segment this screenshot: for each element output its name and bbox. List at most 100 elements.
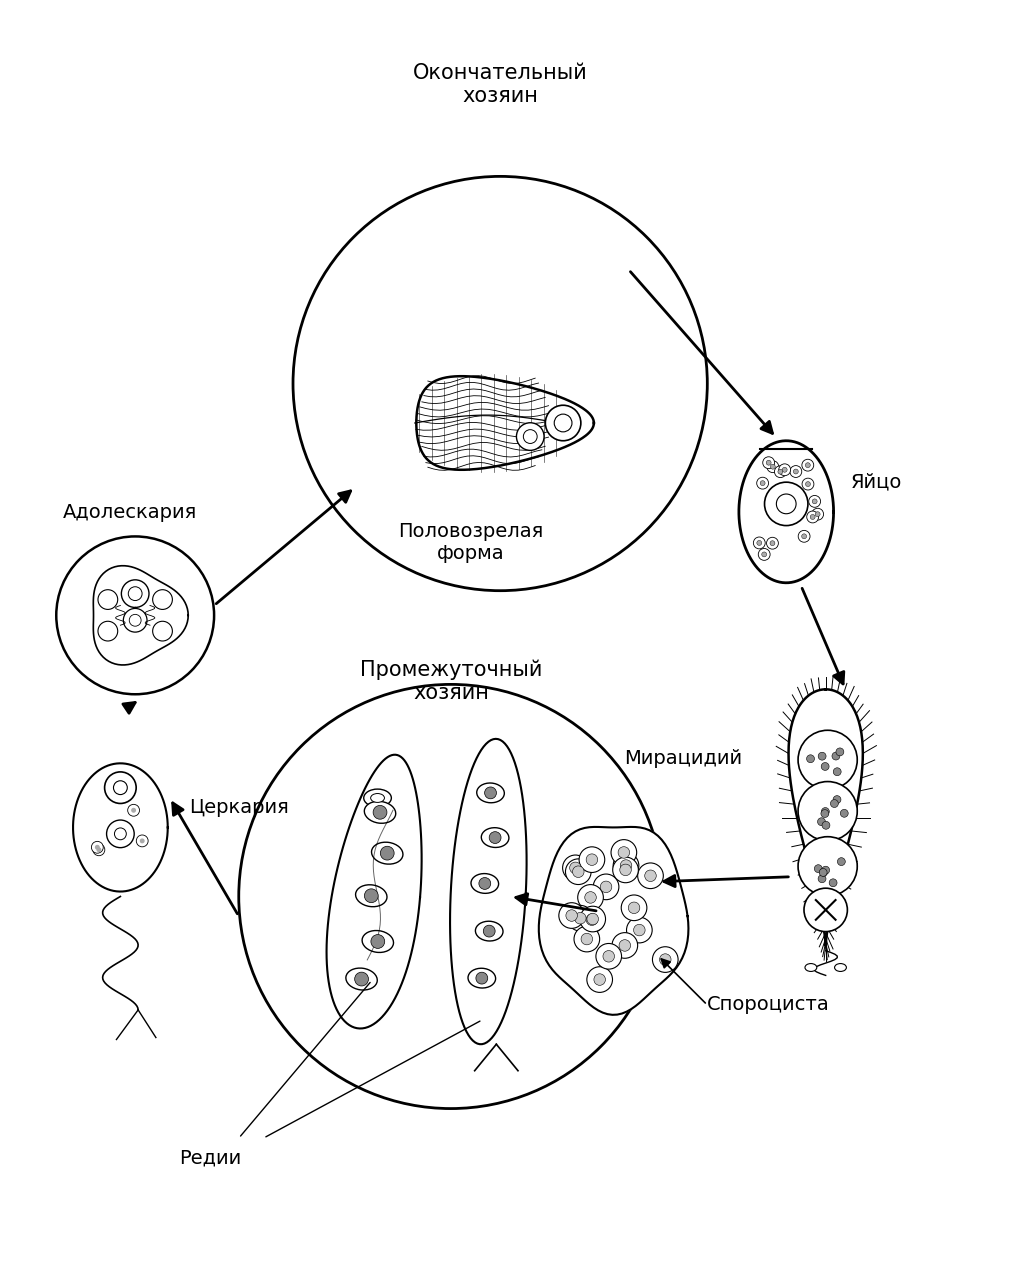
Circle shape	[569, 862, 582, 874]
Circle shape	[484, 787, 497, 799]
Circle shape	[807, 755, 814, 762]
Polygon shape	[739, 441, 834, 583]
Circle shape	[812, 509, 823, 520]
Circle shape	[821, 762, 829, 770]
Circle shape	[581, 934, 593, 945]
Circle shape	[798, 781, 857, 840]
Circle shape	[763, 457, 774, 469]
Circle shape	[483, 925, 496, 936]
Circle shape	[818, 752, 826, 760]
Circle shape	[821, 810, 828, 817]
Text: Спороциста: Спороциста	[708, 995, 830, 1015]
Circle shape	[757, 541, 762, 546]
Circle shape	[638, 863, 664, 889]
Circle shape	[820, 869, 827, 876]
Circle shape	[239, 684, 663, 1108]
Circle shape	[546, 405, 581, 441]
Circle shape	[794, 469, 799, 474]
Circle shape	[574, 926, 600, 952]
Circle shape	[818, 875, 826, 883]
Circle shape	[153, 589, 172, 610]
Circle shape	[128, 587, 142, 601]
Circle shape	[754, 537, 765, 548]
Ellipse shape	[805, 963, 817, 971]
Polygon shape	[327, 755, 422, 1029]
Circle shape	[766, 460, 771, 465]
Circle shape	[814, 865, 822, 872]
Circle shape	[139, 839, 144, 843]
Circle shape	[634, 925, 645, 936]
Circle shape	[593, 874, 618, 899]
Circle shape	[817, 817, 825, 826]
Circle shape	[802, 460, 814, 471]
Circle shape	[806, 482, 810, 487]
Circle shape	[798, 836, 857, 895]
Circle shape	[767, 537, 778, 550]
Circle shape	[770, 541, 775, 546]
Circle shape	[779, 464, 791, 475]
Circle shape	[798, 530, 810, 542]
Circle shape	[810, 515, 815, 519]
Circle shape	[567, 906, 593, 931]
Circle shape	[838, 858, 845, 866]
Circle shape	[516, 423, 544, 451]
Text: Половозрелая
форма: Половозрелая форма	[398, 521, 543, 562]
Circle shape	[580, 906, 605, 931]
Circle shape	[128, 804, 139, 816]
Circle shape	[798, 730, 857, 789]
Circle shape	[574, 912, 586, 924]
Circle shape	[479, 877, 490, 889]
Circle shape	[830, 799, 839, 807]
Circle shape	[822, 821, 829, 829]
Circle shape	[600, 881, 611, 893]
Circle shape	[603, 951, 614, 962]
Ellipse shape	[835, 963, 847, 971]
Circle shape	[836, 748, 844, 756]
Circle shape	[790, 465, 802, 478]
Circle shape	[562, 854, 588, 880]
Circle shape	[765, 482, 808, 525]
Circle shape	[136, 835, 148, 847]
Polygon shape	[93, 566, 188, 665]
Circle shape	[621, 860, 632, 871]
Ellipse shape	[364, 789, 391, 807]
Polygon shape	[417, 377, 594, 470]
Circle shape	[122, 580, 148, 607]
Text: Церкария: Церкария	[189, 798, 289, 817]
Circle shape	[594, 974, 605, 985]
Ellipse shape	[481, 828, 509, 848]
Text: Промежуточный
хозяин: Промежуточный хозяин	[359, 660, 542, 703]
Circle shape	[98, 621, 118, 640]
Circle shape	[93, 844, 104, 856]
Circle shape	[489, 831, 501, 843]
Circle shape	[829, 879, 837, 886]
Circle shape	[778, 469, 782, 474]
Ellipse shape	[365, 802, 395, 824]
Circle shape	[587, 967, 612, 993]
Circle shape	[812, 498, 817, 503]
Circle shape	[757, 478, 769, 489]
Ellipse shape	[371, 793, 384, 802]
Circle shape	[129, 615, 141, 626]
Circle shape	[153, 621, 172, 640]
Circle shape	[293, 177, 708, 591]
Circle shape	[620, 940, 631, 952]
Circle shape	[365, 889, 378, 903]
Circle shape	[759, 548, 770, 560]
Circle shape	[373, 806, 387, 820]
Circle shape	[578, 885, 603, 911]
Circle shape	[554, 414, 572, 432]
Circle shape	[131, 808, 136, 812]
Circle shape	[91, 842, 103, 853]
Circle shape	[106, 820, 134, 848]
Circle shape	[834, 767, 841, 776]
Circle shape	[115, 828, 126, 840]
Circle shape	[380, 847, 394, 860]
Circle shape	[559, 903, 585, 929]
Ellipse shape	[355, 885, 387, 907]
Circle shape	[627, 917, 652, 943]
Circle shape	[612, 857, 638, 883]
Polygon shape	[788, 689, 863, 945]
Circle shape	[782, 468, 787, 473]
Circle shape	[622, 895, 647, 921]
